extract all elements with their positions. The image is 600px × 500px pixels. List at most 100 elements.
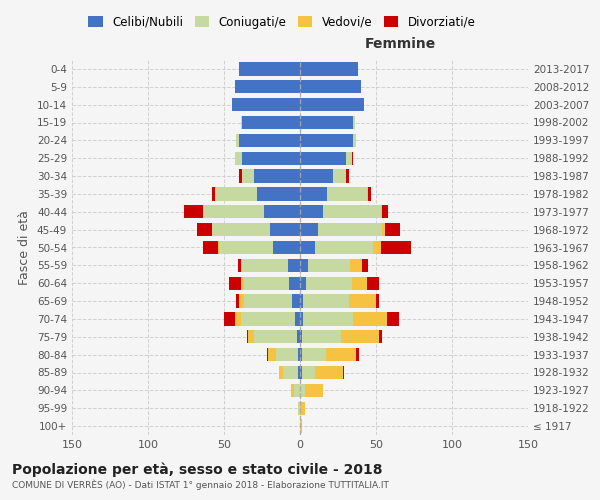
Bar: [283, 366, 298, 379]
Bar: [367, 187, 368, 200]
Bar: [350, 258, 362, 272]
Bar: [263, 205, 300, 218]
Bar: [266, 348, 268, 362]
Bar: [232, 98, 300, 112]
Bar: [229, 276, 241, 290]
Bar: [244, 294, 292, 308]
Bar: [300, 98, 364, 112]
Bar: [385, 223, 400, 236]
Bar: [298, 348, 300, 362]
Bar: [300, 312, 303, 326]
Bar: [382, 223, 385, 236]
Bar: [300, 294, 303, 308]
Bar: [235, 312, 241, 326]
Bar: [244, 276, 289, 290]
Bar: [203, 241, 218, 254]
Bar: [353, 312, 386, 326]
Bar: [241, 258, 242, 272]
Bar: [298, 366, 300, 379]
Bar: [238, 258, 241, 272]
Bar: [368, 187, 371, 200]
Bar: [305, 384, 323, 397]
Bar: [235, 152, 242, 165]
Text: COMUNE DI VERRÈS (AO) - Dati ISTAT 1° gennaio 2018 - Elaborazione TUTTITALIA.IT: COMUNE DI VERRÈS (AO) - Dati ISTAT 1° ge…: [12, 480, 389, 490]
Bar: [224, 312, 235, 326]
Bar: [239, 170, 242, 183]
Bar: [300, 348, 302, 362]
Bar: [203, 205, 263, 218]
Bar: [302, 366, 315, 379]
Bar: [334, 170, 346, 183]
Bar: [300, 205, 323, 218]
Y-axis label: Anni di nascita: Anni di nascita: [598, 201, 600, 294]
Bar: [235, 80, 300, 94]
Bar: [239, 134, 300, 147]
Bar: [247, 330, 248, 344]
Bar: [315, 241, 373, 254]
Bar: [300, 402, 305, 415]
Bar: [184, 205, 203, 218]
Bar: [300, 152, 346, 165]
Bar: [294, 384, 300, 397]
Bar: [242, 116, 300, 129]
Bar: [346, 152, 352, 165]
Bar: [212, 223, 269, 236]
Bar: [300, 187, 328, 200]
Bar: [257, 187, 300, 200]
Bar: [241, 276, 244, 290]
Bar: [300, 223, 318, 236]
Bar: [236, 134, 239, 147]
Bar: [300, 241, 315, 254]
Bar: [298, 402, 300, 415]
Bar: [326, 348, 356, 362]
Bar: [220, 241, 272, 254]
Bar: [268, 348, 275, 362]
Bar: [318, 223, 382, 236]
Bar: [353, 134, 356, 147]
Bar: [272, 241, 300, 254]
Bar: [242, 258, 288, 272]
Bar: [323, 205, 380, 218]
Bar: [303, 312, 353, 326]
Bar: [242, 152, 300, 165]
Bar: [241, 312, 295, 326]
Bar: [288, 258, 300, 272]
Bar: [292, 294, 300, 308]
Bar: [300, 80, 361, 94]
Bar: [275, 348, 298, 362]
Bar: [289, 276, 300, 290]
Bar: [291, 384, 294, 397]
Bar: [356, 348, 359, 362]
Bar: [346, 170, 349, 183]
Bar: [341, 330, 379, 344]
Bar: [380, 241, 411, 254]
Bar: [302, 348, 326, 362]
Bar: [236, 294, 239, 308]
Bar: [353, 116, 355, 129]
Bar: [352, 276, 367, 290]
Bar: [297, 330, 300, 344]
Bar: [242, 170, 254, 183]
Bar: [376, 294, 379, 308]
Bar: [349, 294, 376, 308]
Bar: [386, 312, 399, 326]
Bar: [295, 312, 300, 326]
Bar: [239, 294, 244, 308]
Bar: [373, 241, 380, 254]
Bar: [241, 116, 242, 129]
Bar: [380, 205, 382, 218]
Bar: [352, 152, 353, 165]
Text: Popolazione per età, sesso e stato civile - 2018: Popolazione per età, sesso e stato civil…: [12, 462, 383, 477]
Bar: [343, 366, 344, 379]
Bar: [302, 330, 341, 344]
Bar: [218, 241, 220, 254]
Bar: [212, 187, 215, 200]
Bar: [308, 258, 350, 272]
Bar: [300, 276, 306, 290]
Bar: [303, 294, 349, 308]
Bar: [239, 62, 300, 76]
Bar: [300, 258, 308, 272]
Text: Femmine: Femmine: [365, 36, 436, 51]
Bar: [197, 223, 212, 236]
Bar: [300, 134, 353, 147]
